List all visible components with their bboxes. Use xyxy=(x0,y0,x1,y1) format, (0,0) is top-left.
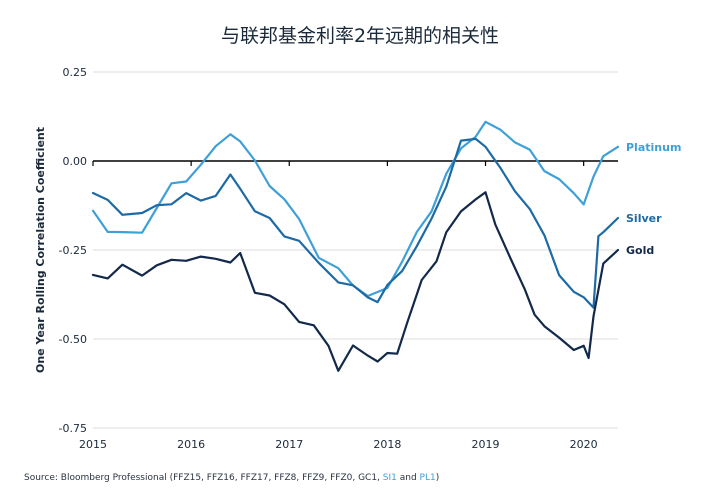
x-tick-label: 2020 xyxy=(570,438,598,451)
series-line-platinum xyxy=(91,120,620,298)
series-labels: Platinum Silver Gold xyxy=(626,141,681,257)
series-line-gold xyxy=(91,191,620,372)
x-tick-label: 2019 xyxy=(472,438,500,451)
x-tick-label: 2015 xyxy=(79,438,107,451)
y-axis-ticks: 0.25 0.00 -0.25 -0.50 -0.75 xyxy=(59,66,87,435)
y-axis-label: One Year Rolling Correlation Coefficient xyxy=(34,127,47,373)
source-and: and xyxy=(396,473,420,483)
series-line-silver xyxy=(91,137,620,309)
series-label-gold: Gold xyxy=(626,244,654,257)
x-tick-label: 2016 xyxy=(177,438,205,451)
chart-title: 与联邦基金利率2年远期的相关性 xyxy=(221,25,499,47)
series-lines xyxy=(91,120,620,372)
series-label-platinum: Platinum xyxy=(626,141,681,154)
y-tick-label: 0.25 xyxy=(63,66,88,79)
x-axis-ticks: 2015 2016 2017 2018 2019 2020 xyxy=(79,161,598,451)
source-note: Source: Bloomberg Professional (FFZ15, F… xyxy=(24,473,439,483)
y-tick-label: -0.50 xyxy=(59,333,87,346)
y-tick-label: -0.75 xyxy=(59,422,87,435)
source-suffix: ) xyxy=(435,473,440,483)
series-label-silver: Silver xyxy=(626,212,662,225)
source-pl1: PL1 xyxy=(419,473,436,483)
y-tick-label: -0.25 xyxy=(59,244,87,257)
x-tick-label: 2018 xyxy=(373,438,401,451)
source-si1: SI1 xyxy=(382,473,397,483)
grid-lines xyxy=(93,71,618,429)
x-tick-label: 2017 xyxy=(275,438,303,451)
y-tick-label: 0.00 xyxy=(63,155,88,168)
source-prefix: Source: Bloomberg Professional (FFZ15, F… xyxy=(24,473,383,483)
